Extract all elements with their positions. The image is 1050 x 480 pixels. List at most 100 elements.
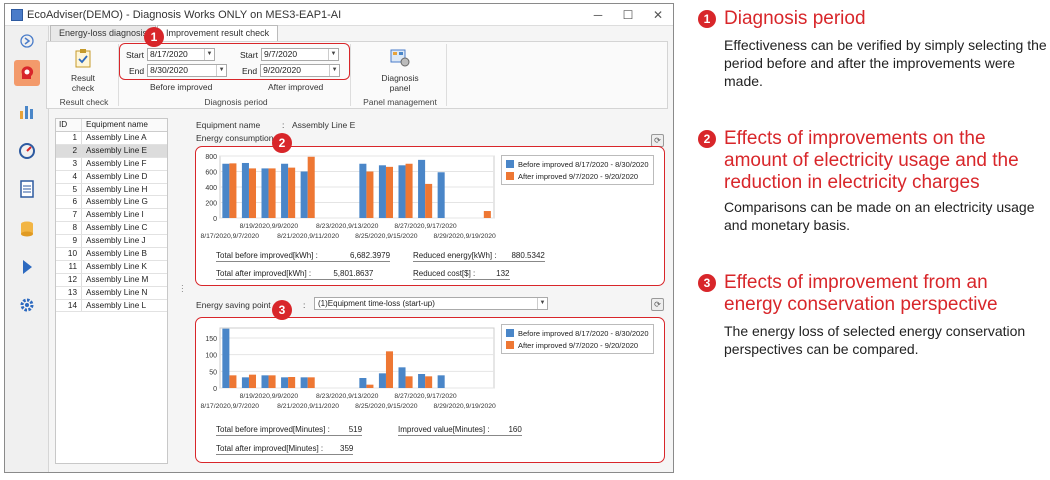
table-row[interactable]: 1 Assembly Line A xyxy=(56,132,167,145)
chevron-down-icon[interactable]: ▼ xyxy=(216,65,226,76)
diagnosis-panel-button[interactable]: Diagnosis panel xyxy=(372,48,428,93)
title-bar: EcoAdviser(DEMO) - Diagnosis Works ONLY … xyxy=(5,4,673,26)
bar-before xyxy=(437,172,445,218)
bar-before xyxy=(281,377,289,388)
document-icon[interactable] xyxy=(14,176,40,202)
row-id: 9 xyxy=(56,235,82,248)
result-check-button[interactable]: Result check xyxy=(62,48,104,93)
row-equipment-name: Assembly Line C xyxy=(86,223,148,233)
table-row[interactable]: 9 Assembly Line J xyxy=(56,235,167,249)
table-row[interactable]: 14 Assembly Line L xyxy=(56,299,167,313)
bar-chart-icon[interactable] xyxy=(14,98,40,124)
energy-consumption-chart: 0 200 400 600 800 8/19/2020,9/9/2020 8/23/2020… xyxy=(200,154,496,240)
tab-energy-loss-diagnosis[interactable]: Energy-loss diagnosis xyxy=(50,25,157,41)
bar-before xyxy=(359,378,367,388)
legend-item-before: Before improved 8/17/2020 - 8/30/2020 xyxy=(506,158,649,170)
total-after-kwh: Total after improved[kWh] : 5,801.8637 xyxy=(216,269,374,280)
callout-text-1: 1 Diagnosis period Effectiveness can be v… xyxy=(698,8,1050,90)
before-end-input[interactable]: 8/30/2020 ▼ xyxy=(147,64,228,77)
table-row[interactable]: 4 Assembly Line D xyxy=(56,170,167,184)
callout-number-2: 2 xyxy=(698,130,716,148)
row-id: 10 xyxy=(56,248,82,260)
before-start-label: Start xyxy=(126,49,144,60)
table-row[interactable]: 10 Assembly Line B xyxy=(56,248,167,261)
callout-desc-2: Comparisons can be made on an electricit… xyxy=(724,199,1035,233)
chevron-down-icon[interactable]: ▼ xyxy=(537,298,547,309)
bar-before xyxy=(418,159,426,218)
chevron-down-icon[interactable]: ▼ xyxy=(327,49,338,60)
row-equipment-name: Assembly Line F xyxy=(86,158,147,168)
bar-before xyxy=(359,163,367,218)
equipment-name-label: Equipment name xyxy=(196,120,261,130)
bar-after xyxy=(268,375,276,388)
play-icon[interactable] xyxy=(14,254,40,280)
table-row[interactable]: 7 Assembly Line I xyxy=(56,209,167,223)
diagnosis-head-icon[interactable] xyxy=(14,60,40,86)
chevron-down-icon[interactable]: ▼ xyxy=(203,49,214,60)
window-title: EcoAdviser(DEMO) - Diagnosis Works ONLY … xyxy=(27,8,342,21)
table-row[interactable]: 5 Assembly Line H xyxy=(56,183,167,197)
before-start-input[interactable]: 8/17/2020 ▼ xyxy=(146,48,215,61)
table-row[interactable]: 13 Assembly Line N xyxy=(56,286,167,300)
gear-icon[interactable] xyxy=(14,292,40,318)
energy-saving-chart: 0 50 100 150 8/19/2020,9/9/2020 8/23/2020,9/1… xyxy=(200,327,496,410)
bar-before xyxy=(261,168,269,218)
splitter-handle[interactable]: · · · xyxy=(181,281,184,296)
legend-item-after: After improved 9/7/2020 - 9/20/2020 xyxy=(506,339,649,351)
table-row[interactable]: 8 Assembly Line C xyxy=(56,222,167,236)
bar-before xyxy=(418,374,426,388)
row-id: 14 xyxy=(56,299,82,312)
x-tick-label: 8/21/2020,9/11/2020 xyxy=(277,403,339,410)
minimize-button[interactable]: ─ xyxy=(593,7,603,22)
bar-before xyxy=(378,373,386,388)
panel-settings-icon xyxy=(390,49,410,67)
total-before-kwh-value: 6,682.3979 xyxy=(350,251,391,260)
bar-before xyxy=(222,328,230,388)
refresh-icon[interactable]: ⟳ xyxy=(651,298,664,311)
total-after-kwh-label: Total after improved[kWh] : xyxy=(216,269,312,278)
bar-before xyxy=(222,163,230,218)
close-button[interactable]: ✕ xyxy=(652,7,664,22)
tab-improvement-result-check[interactable]: Improvement result check xyxy=(157,25,279,41)
x-tick-label: 8/17/2020,9/7/2020 xyxy=(200,233,259,240)
legend-swatch-after xyxy=(506,172,514,180)
table-row[interactable]: 3 Assembly Line F xyxy=(56,157,167,171)
x-tick-label: 8/17/2020,9/7/2020 xyxy=(200,403,259,410)
bar-after xyxy=(385,351,394,388)
after-end-value: 9/20/2020 xyxy=(263,65,301,75)
row-equipment-name: Assembly Line B xyxy=(86,248,147,258)
total-after-minutes: Total after improved[Minutes] : 359 xyxy=(216,444,354,455)
table-row[interactable]: 2 Assembly Line E xyxy=(56,144,167,158)
total-before-kwh-label: Total before improved[kWh] : xyxy=(216,251,318,260)
column-header-id[interactable]: ID xyxy=(56,119,82,131)
bar-before xyxy=(398,367,406,388)
after-end-input[interactable]: 9/20/2020 ▼ xyxy=(260,64,341,77)
result-check-label: Result check xyxy=(70,73,96,93)
energy-saving-point-select[interactable]: (1)Equipment time-loss (start-up) ▼ xyxy=(314,297,548,310)
y-tick-label: 400 xyxy=(205,185,217,192)
reduced-cost: Reduced cost[$] : 132 xyxy=(413,269,510,280)
database-icon[interactable] xyxy=(14,216,40,242)
gauge-icon[interactable] xyxy=(14,138,40,164)
app-icon xyxy=(11,8,23,21)
row-equipment-name: Assembly Line A xyxy=(86,132,147,142)
legend-label-after: After improved 9/7/2020 - 9/20/2020 xyxy=(518,171,639,181)
energy-saving-point-label: Energy saving point xyxy=(196,300,271,310)
table-row[interactable]: 6 Assembly Line G xyxy=(56,196,167,210)
after-start-input[interactable]: 9/7/2020 ▼ xyxy=(260,48,339,61)
callout-heading-2: Effects of improvements on the amount of… xyxy=(724,128,1019,193)
y-tick-label: 200 xyxy=(205,201,217,208)
column-header-equipment-name[interactable]: Equipment name xyxy=(86,120,148,129)
legend-swatch-after xyxy=(506,341,514,349)
table-row[interactable]: 11 Assembly Line K xyxy=(56,260,167,274)
back-arrow-icon[interactable] xyxy=(14,28,40,54)
row-id: 12 xyxy=(56,273,82,286)
maximize-button[interactable]: ☐ xyxy=(622,7,634,22)
row-id: 3 xyxy=(56,157,82,170)
energy-saving-point-sep: : xyxy=(303,300,306,310)
legend-label-after: After improved 9/7/2020 - 9/20/2020 xyxy=(518,340,639,350)
table-row[interactable]: 12 Assembly Line M xyxy=(56,273,167,287)
bar-after xyxy=(483,211,491,218)
bar-after xyxy=(248,168,257,218)
chevron-down-icon[interactable]: ▼ xyxy=(329,65,339,76)
